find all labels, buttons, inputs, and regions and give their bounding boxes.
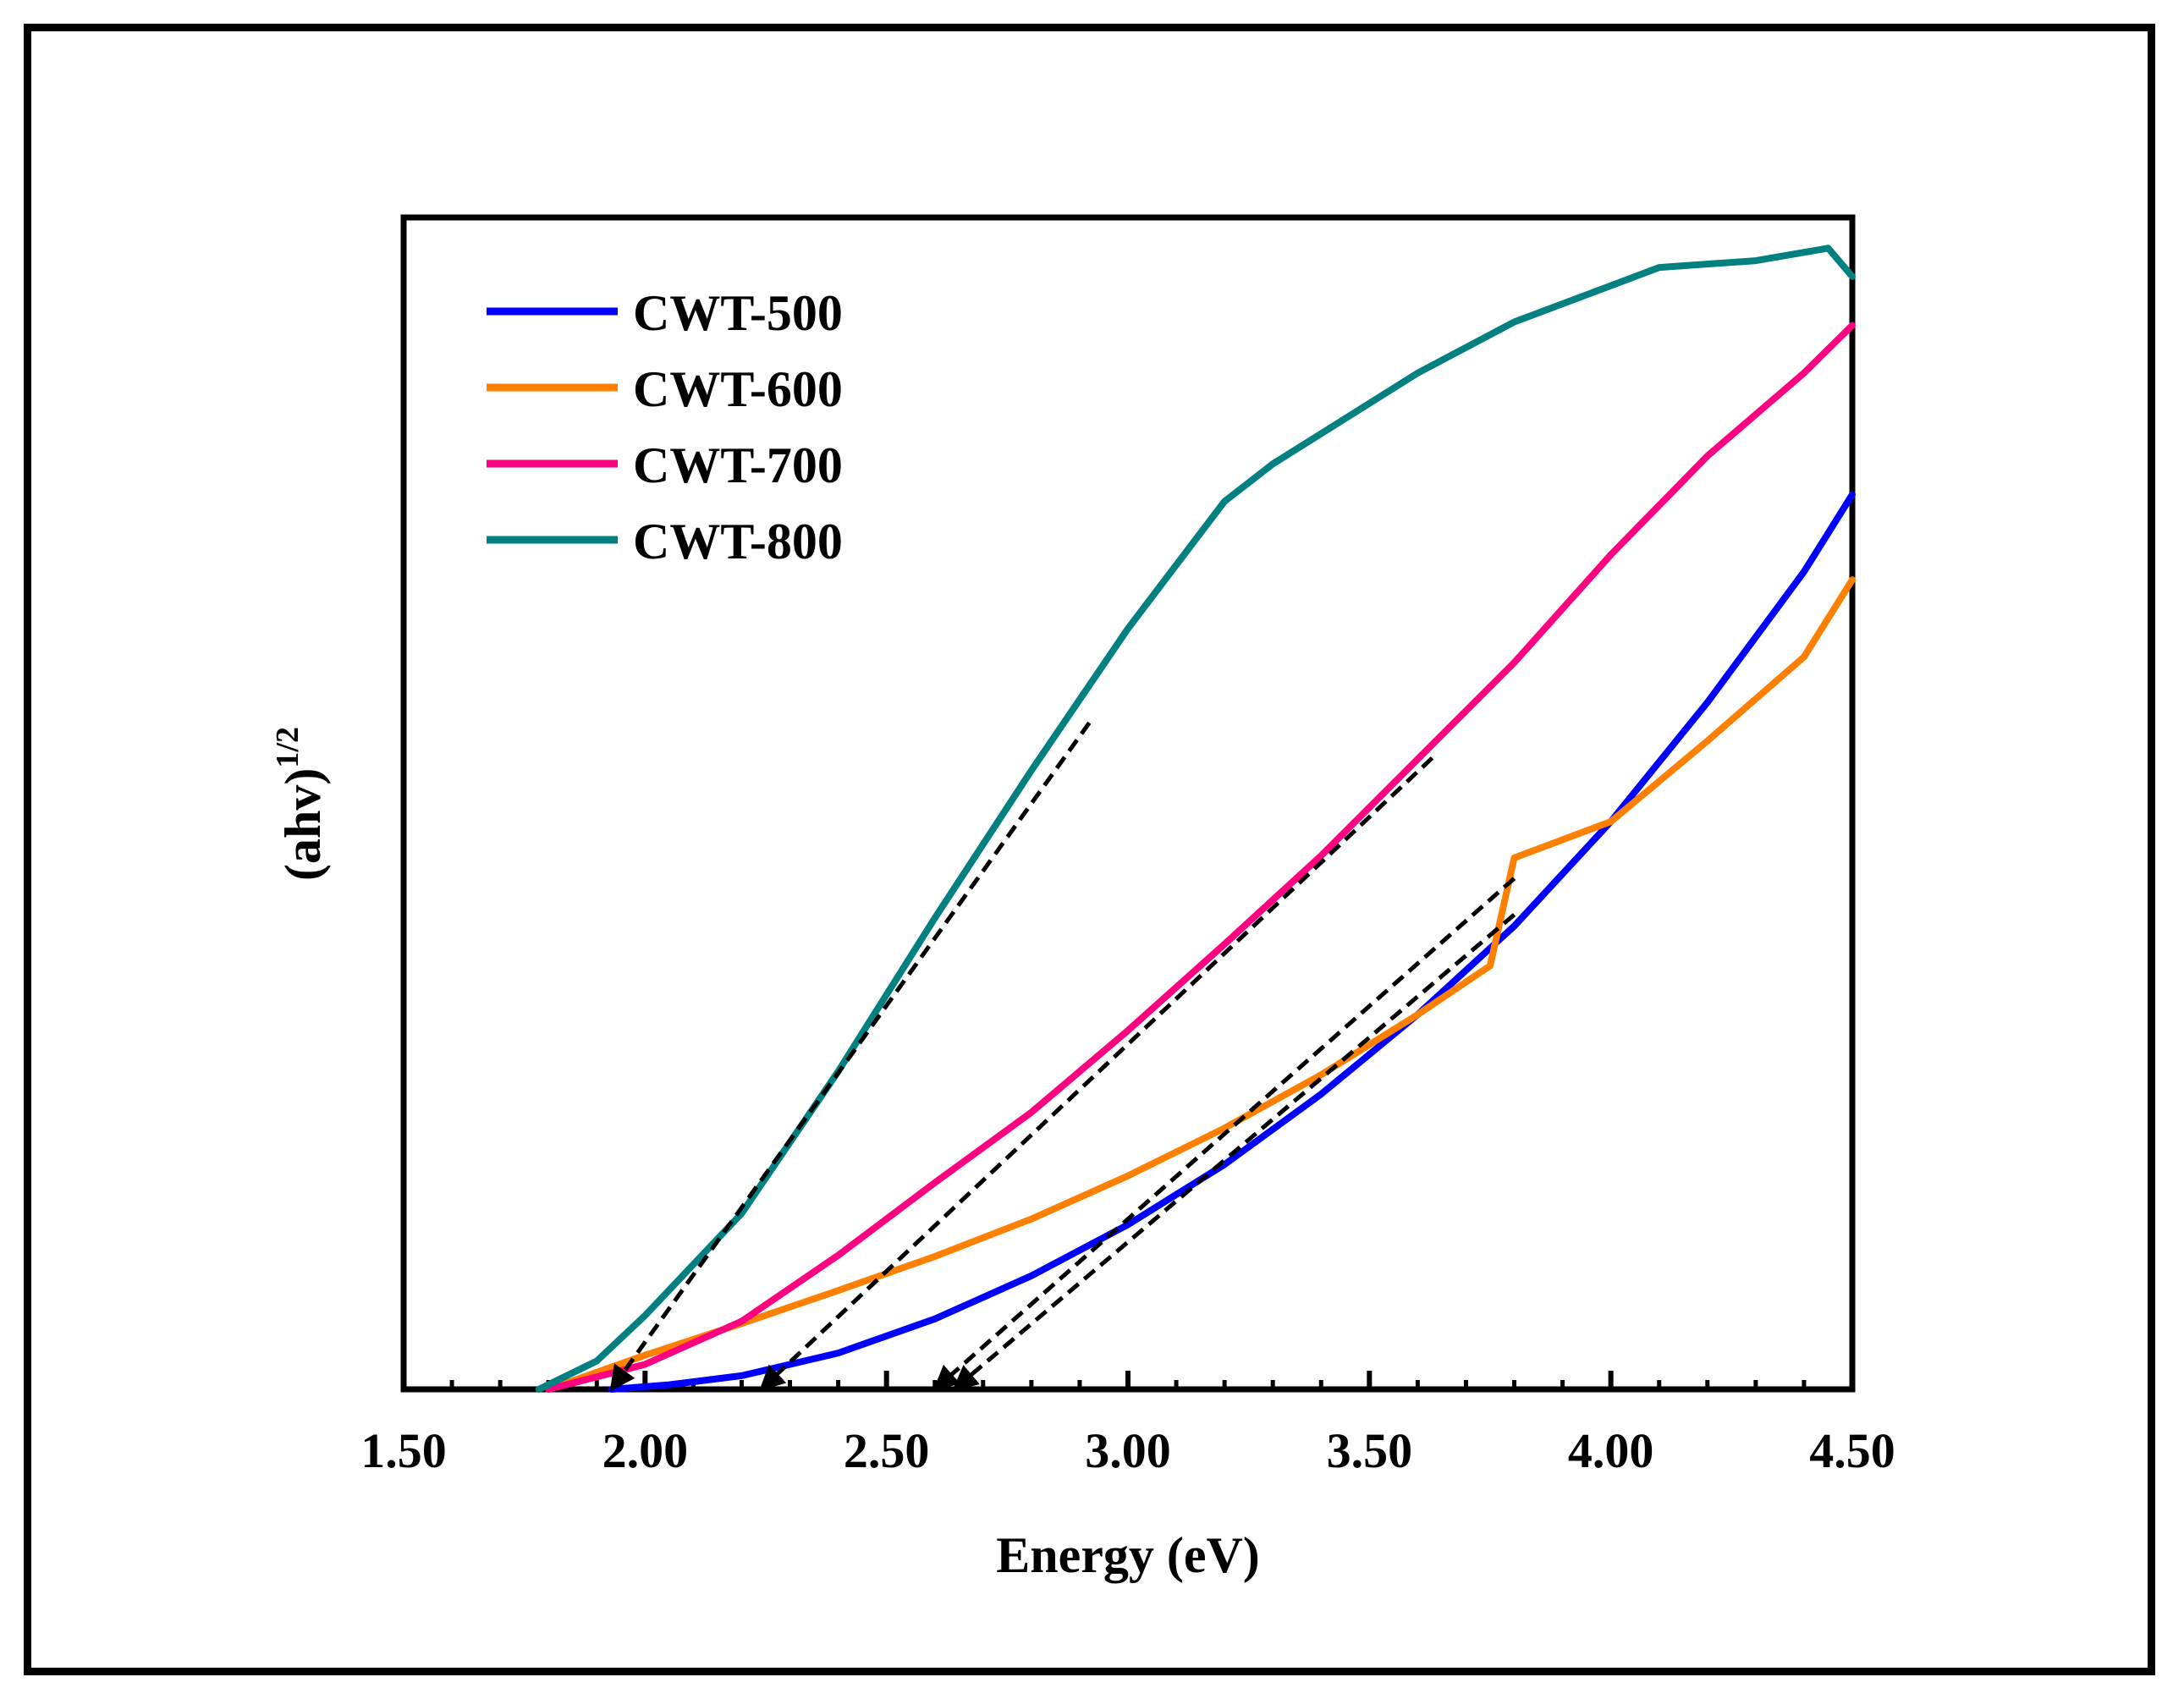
y-axis-label: (ahv)1/2 [270,727,331,881]
tangent-layer [609,721,1516,1392]
x-tick-label: 4.50 [1809,1423,1895,1478]
tangent-CWT-600 [932,877,1516,1391]
legend-label-cwt-700: CWT-700 [633,437,843,493]
tangent-CWT-800 [609,721,1092,1392]
x-axis-label: Energy (eV) [996,1527,1260,1583]
legend-label-cwt-600: CWT-600 [633,361,843,417]
x-tick-label: 2.00 [602,1423,689,1478]
x-tick-label: 2.50 [844,1423,930,1478]
legend: CWT-500 CWT-600 CWT-700 CWT-800 [487,285,843,569]
x-tick-label: 4.00 [1568,1423,1654,1478]
series-layer [535,245,1856,1393]
series-line-cwt-700 [545,322,1856,1393]
tangent-CWT-500 [952,913,1516,1391]
legend-label-cwt-800: CWT-800 [633,514,843,569]
tangent-CWT-700 [759,756,1434,1392]
x-axis-ticks: 1.50 2.00 2.50 3.00 3.50 4.00 4.50 [360,1371,1895,1478]
y-axis-label-main: (ahv) [275,768,331,881]
y-axis-label-superscript: 1/2 [270,727,305,768]
x-tick-label: 3.00 [1085,1423,1171,1478]
series-line-cwt-600 [545,576,1856,1393]
figure-frame [24,24,2155,1675]
legend-label-cwt-500: CWT-500 [633,285,843,341]
series-line-cwt-800 [535,245,1856,1393]
x-tick-label: 1.50 [360,1423,447,1478]
x-tick-label: 3.50 [1327,1423,1413,1478]
